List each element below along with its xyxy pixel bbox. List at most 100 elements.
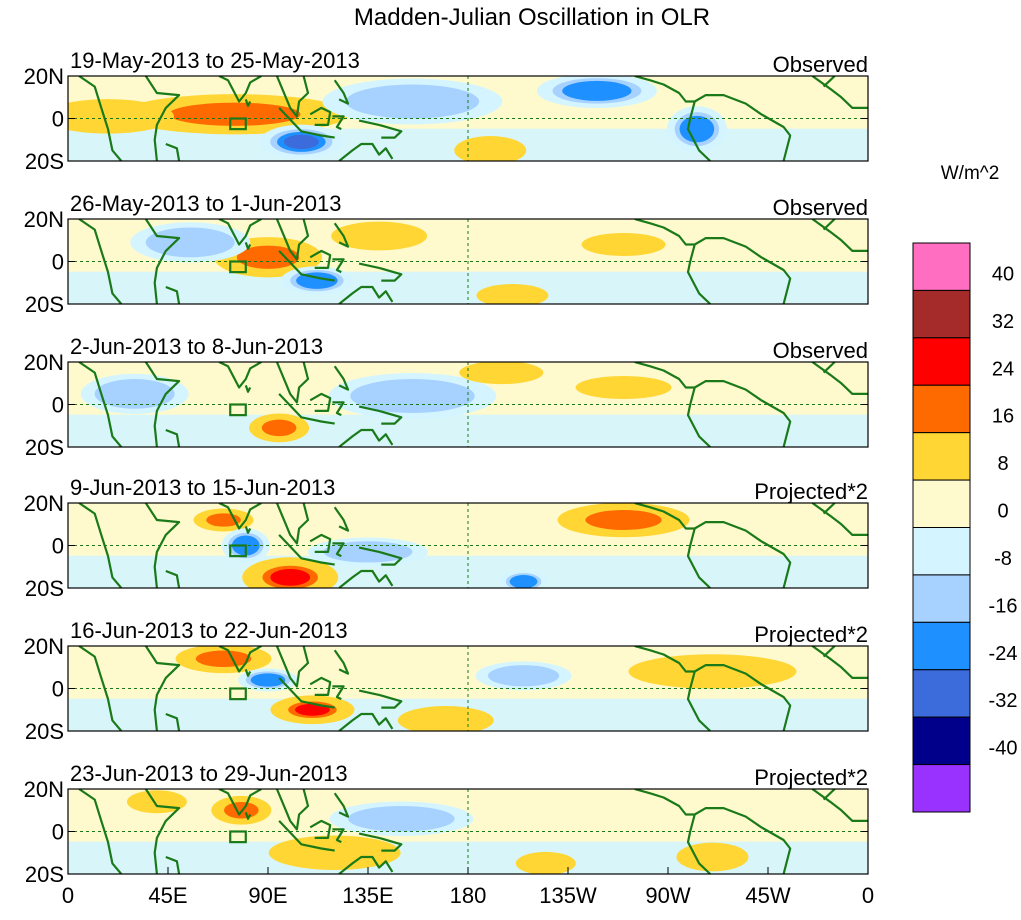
contour-level — [261, 419, 297, 437]
coastline-12 — [338, 569, 394, 588]
y-tick-label: 20S — [25, 149, 64, 174]
anomaly-feature-4 — [499, 570, 548, 588]
coastline-3 — [165, 142, 181, 161]
coastline-8 — [309, 819, 332, 839]
x-tick-label: 135E — [342, 883, 393, 908]
coastline-14 — [694, 237, 792, 304]
coastline-10 — [333, 792, 350, 818]
anomaly-feature-4 — [676, 842, 749, 872]
coastline-7 — [278, 250, 335, 282]
panel-1: 20N 0 20S 19-May-2013 to 25-May-2013 Observe… — [24, 48, 869, 174]
contour-level — [488, 665, 560, 687]
colorbar-swatch-9 — [912, 621, 971, 671]
coastline-12 — [338, 428, 394, 447]
coastline-9 — [332, 401, 345, 417]
colorbar-tick-label: 0 — [997, 501, 1008, 523]
coastline-8 — [309, 106, 332, 126]
anomaly-feature-3 — [515, 851, 576, 874]
coastline-7 — [278, 677, 335, 709]
coastline-12 — [338, 142, 394, 161]
contour-level — [195, 650, 252, 668]
anomaly-feature-1 — [270, 695, 355, 725]
colorbar-tick-label: 8 — [997, 453, 1008, 475]
panel-kind-label: Observed — [773, 52, 868, 77]
panel-period-label: 9-Jun-2013 to 15-Jun-2013 — [70, 475, 335, 500]
coastline-15 — [686, 101, 711, 161]
coastline-10 — [333, 649, 350, 675]
contour-level — [283, 134, 319, 150]
coastline-7 — [278, 393, 335, 425]
coastline-5 — [244, 669, 252, 677]
y-tick-label: 20S — [25, 719, 64, 744]
coastline-5 — [244, 242, 252, 250]
contour-level — [250, 673, 286, 687]
x-tick-label: 45E — [148, 883, 187, 908]
coastline-14 — [694, 94, 792, 161]
anomaly-feature-6 — [454, 136, 527, 161]
x-tick-label: 180 — [450, 883, 487, 908]
contour-level — [485, 287, 540, 304]
colorbar-swatch-12 — [912, 764, 971, 813]
coastline-5 — [244, 99, 252, 107]
panel-6: 20N 0 20S 23-Jun-2013 to 29-Jun-2013 Project… — [24, 761, 869, 887]
chart-title: Madden-Julian Oscillation in OLR — [354, 4, 710, 31]
coastline-15 — [686, 387, 711, 447]
coastline-11 — [358, 546, 403, 566]
x-tick-label: 90E — [248, 883, 287, 908]
panels-group: 20N 0 20S 19-May-2013 to 25-May-2013 Observe… — [24, 48, 869, 887]
panel-kind-label: Projected*2 — [754, 622, 868, 647]
coastline-2 — [144, 503, 181, 588]
y-tick-label: 0 — [52, 534, 64, 559]
colorbar-swatch-11 — [912, 716, 971, 766]
anomaly-feature-3 — [397, 706, 494, 731]
panel-period-label: 16-Jun-2013 to 22-Jun-2013 — [70, 618, 348, 643]
anomaly-feature-5 — [666, 106, 727, 153]
anomaly-feature-5 — [329, 801, 474, 836]
olr-field — [68, 503, 868, 588]
contour-level — [463, 139, 517, 161]
colorbar-tick-label: 16 — [992, 406, 1014, 428]
colorbar-swatch-6 — [912, 479, 971, 529]
anomaly-feature-3 — [575, 376, 672, 399]
coastline-13 — [634, 503, 695, 530]
olr-field — [68, 646, 868, 731]
colorbar-tick-label: -16 — [989, 595, 1018, 617]
coastline-4 — [218, 789, 262, 816]
contour-level — [68, 103, 157, 130]
coastline-5 — [244, 526, 252, 534]
coastline-7 — [278, 107, 335, 139]
panel-kind-label: Observed — [773, 338, 868, 363]
coastline-2 — [144, 76, 181, 161]
coastline-14 — [694, 380, 792, 447]
coastline-4 — [218, 219, 262, 246]
contour-level — [323, 541, 413, 563]
contour-level — [270, 569, 311, 586]
coastline-12 — [338, 712, 394, 731]
coastline-6 — [275, 646, 310, 688]
coastline-4 — [218, 362, 262, 389]
coastline-3 — [165, 855, 181, 874]
colorbar-swatch-1 — [912, 242, 971, 291]
coastline-3 — [165, 285, 181, 304]
contour-level — [585, 510, 662, 530]
y-tick-label: 20N — [24, 491, 64, 516]
y-tick-label: 20S — [25, 862, 64, 887]
coastline-3 — [165, 712, 181, 731]
anomaly-feature-7 — [322, 78, 503, 125]
anomaly-feature-4 — [536, 76, 657, 109]
contour-level — [509, 574, 538, 588]
colorbar-tick-label: -32 — [989, 690, 1018, 712]
contour-level — [562, 80, 632, 101]
coastline-13 — [634, 219, 695, 246]
coastlines — [78, 503, 868, 588]
panel-period-label: 26-May-2013 to 1-Jun-2013 — [70, 191, 342, 216]
coastline-6 — [275, 503, 310, 545]
coastline-15 — [686, 814, 711, 874]
coastline-10 — [333, 365, 350, 391]
y-tick-label: 20S — [25, 576, 64, 601]
coastline-14 — [694, 664, 792, 731]
anomaly-feature-5 — [308, 537, 428, 567]
contour-level — [685, 846, 740, 868]
x-tick-label: 0 — [862, 883, 874, 908]
x-tick-label: 45W — [745, 883, 790, 908]
